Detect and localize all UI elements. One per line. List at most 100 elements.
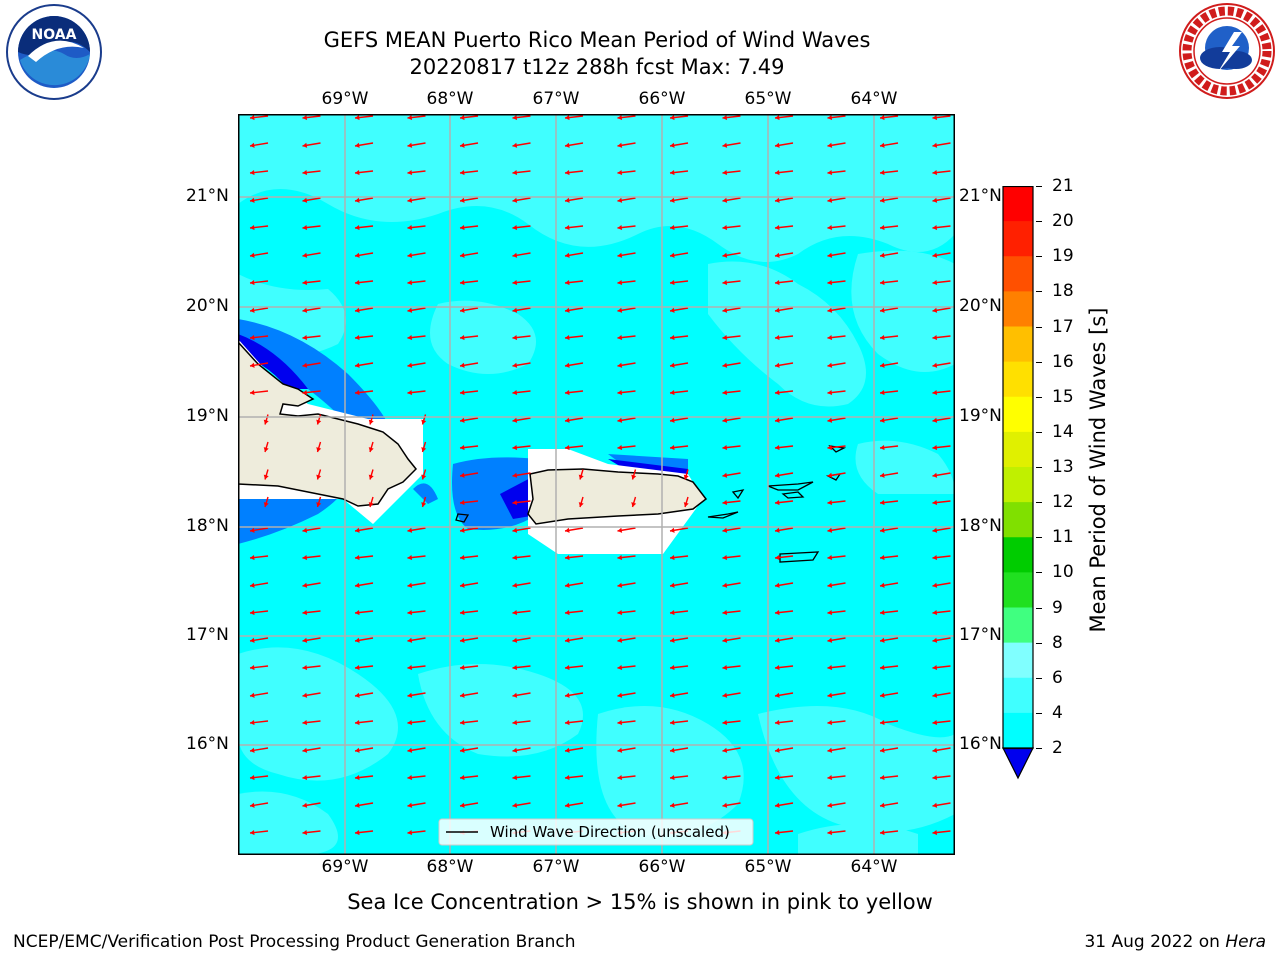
footer-host: Hera: [1225, 932, 1266, 952]
wave-arrow-head: [880, 664, 885, 671]
wave-arrow-head: [407, 224, 413, 231]
wave-arrow-head: [263, 502, 269, 507]
wave-arrow-head: [722, 802, 728, 808]
wave-arrow-head: [565, 444, 570, 451]
colorbar-segment: [1003, 361, 1033, 398]
wave-arrow-head: [302, 142, 308, 148]
wave-arrow-head: [250, 527, 255, 533]
wave-arrow-head: [827, 224, 833, 231]
wave-arrow-head: [932, 114, 938, 121]
wave-arrow-head: [827, 114, 833, 121]
wave-arrow-head: [512, 114, 518, 121]
colorbar-frame: [1002, 185, 1034, 750]
wave-arrow-head: [565, 719, 570, 726]
wave-arrow-head: [460, 417, 465, 423]
wave-arrow-head: [880, 554, 885, 561]
wave-arrow-head: [355, 527, 360, 533]
wave-arrow-head: [302, 334, 308, 341]
colorbar-segment: [1003, 537, 1033, 573]
wave-arrow-head: [722, 362, 728, 368]
wave-arrow-head: [565, 802, 570, 808]
colorbar-tick-mark: [1036, 537, 1042, 539]
wave-arrow-head: [775, 499, 780, 506]
wave-arrow-head: [617, 224, 623, 231]
wave-arrow-head: [670, 279, 675, 286]
wave-arrow-head: [617, 609, 623, 616]
wave-arrow-head: [421, 419, 427, 425]
wave-arrow-head: [316, 502, 322, 507]
wave-arrow-head: [775, 444, 780, 451]
colorbar: [1000, 185, 1036, 786]
wave-arrow-head: [512, 664, 518, 671]
wave-arrow-head: [670, 362, 675, 368]
wave-arrow-head: [407, 774, 413, 781]
wave-arrow-head: [670, 389, 675, 396]
wave-arrow-head: [512, 252, 518, 258]
wave-arrow-head: [880, 444, 885, 451]
colorbar-segment: [1003, 677, 1033, 714]
lat-label-left: 20°N: [186, 296, 229, 316]
lon-label-top: 69°W: [321, 89, 369, 109]
wave-arrow-head: [670, 582, 675, 588]
wave-arrow-head: [355, 637, 360, 643]
colorbar-segment: [1003, 186, 1033, 222]
wave-arrow-head: [250, 142, 255, 148]
wave-arrow-head: [880, 692, 885, 698]
wave-arrow-head: [407, 719, 413, 726]
wave-arrow-head: [250, 389, 255, 396]
wave-arrow-head: [827, 142, 833, 148]
wave-arrow-head: [578, 474, 584, 480]
wave-arrow-head: [512, 582, 518, 588]
colorbar-tick-mark: [1036, 712, 1042, 714]
wave-arrow-head: [617, 637, 623, 643]
wave-arrow-head: [355, 664, 360, 671]
wave-arrow-head: [407, 362, 413, 368]
wave-arrow-head: [512, 142, 518, 148]
wave-arrow-head: [880, 637, 885, 643]
wave-arrow-head: [670, 169, 675, 176]
wave-arrow-head: [880, 499, 885, 506]
wave-arrow-head: [355, 719, 360, 726]
wave-arrow-head: [250, 224, 255, 231]
wave-arrow-head: [460, 169, 465, 176]
wave-arrow-head: [355, 334, 360, 341]
wave-arrow-head: [670, 692, 675, 698]
wave-arrow-head: [617, 169, 623, 176]
wave-arrow-head: [460, 389, 465, 396]
wave-arrow-head: [880, 609, 885, 616]
wave-arrow-head: [775, 664, 780, 671]
lon-label-bottom: 65°W: [744, 857, 792, 877]
colorbar-segment: [1003, 256, 1033, 292]
colorbar-under-triangle: [1002, 747, 1034, 780]
wave-arrow-head: [368, 474, 374, 480]
wave-arrow-head: [827, 362, 833, 368]
wave-arrow-head: [932, 802, 938, 808]
wave-arrow-head: [302, 389, 308, 396]
wave-arrow-head: [316, 447, 322, 452]
wave-arrow-head: [302, 252, 308, 258]
wave-arrow-head: [932, 252, 938, 258]
wave-arrow-head: [827, 664, 833, 671]
wave-arrow-head: [880, 417, 885, 423]
wave-arrow-head: [460, 802, 465, 808]
wave-arrow-head: [827, 499, 833, 506]
wave-arrow-head: [827, 554, 833, 561]
wave-arrow-head: [302, 582, 308, 588]
wave-arrow-head: [775, 774, 780, 781]
wave-arrow-head: [670, 334, 675, 341]
wave-arrow-head: [880, 224, 885, 231]
wave-arrow-head: [302, 692, 308, 698]
colorbar-segment: [1003, 467, 1033, 503]
colorbar-tick-mark: [1036, 431, 1042, 433]
wave-arrow-head: [355, 362, 360, 368]
wave-arrow-head: [512, 472, 518, 478]
lon-label-bottom: 69°W: [321, 857, 369, 877]
colorbar-segment: [1003, 431, 1033, 468]
wave-arrow-head: [565, 747, 570, 753]
wave-arrow-head: [250, 609, 255, 616]
wave-arrow-head: [722, 472, 728, 478]
wave-arrow-head: [460, 334, 465, 341]
colorbar-tick-label: 21: [1052, 176, 1074, 196]
wave-arrow-head: [722, 197, 728, 203]
wave-arrow-head: [617, 279, 623, 286]
